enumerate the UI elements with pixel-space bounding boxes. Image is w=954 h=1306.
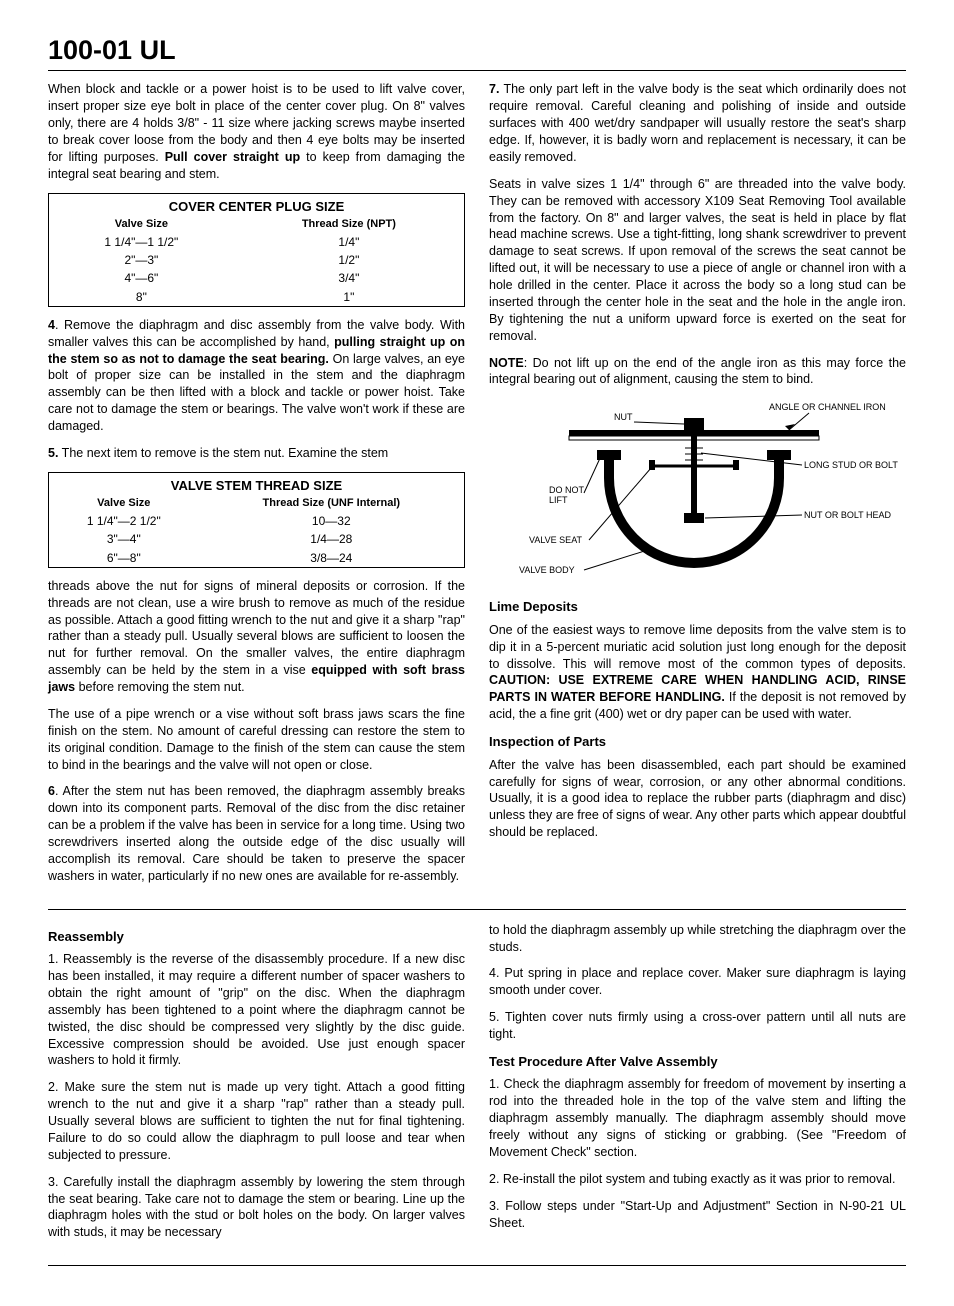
valve-diagram: NUT ANGLE OR CHANNEL IRON DO NOTLIFT LON… <box>489 398 906 588</box>
table-cell: 1 1/4"—1 1/2" <box>49 233 234 251</box>
para: 1. Check the diaphragm assembly for free… <box>489 1076 906 1160</box>
lower-left-col: Reassembly 1. Reassembly is the reverse … <box>48 922 465 1252</box>
heading-test: Test Procedure After Valve Assembly <box>489 1053 906 1071</box>
para: 5. The next item to remove is the stem n… <box>48 445 465 462</box>
table-title: VALVE STEM THREAD SIZE <box>49 472 465 495</box>
para: threads above the nut for signs of miner… <box>48 578 465 696</box>
lower-columns: Reassembly 1. Reassembly is the reverse … <box>48 922 906 1252</box>
table-header: Valve Size <box>49 216 234 233</box>
text: : Do not lift up on the end of the angle… <box>489 356 906 387</box>
para: 2. Make sure the stem nut is made up ver… <box>48 1079 465 1163</box>
para: to hold the diaphragm assembly up while … <box>489 922 906 956</box>
para: 3. Follow steps under "Start-Up and Adju… <box>489 1198 906 1232</box>
para: 4. Remove the diaphragm and disc assembl… <box>48 317 465 435</box>
table-cell: 1/4" <box>234 233 465 251</box>
table-cell: 6"—8" <box>49 549 199 568</box>
text-bold: 4 <box>48 318 55 332</box>
diagram-label-nut: NUT <box>614 412 633 422</box>
para: NOTE: Do not lift up on the end of the a… <box>489 355 906 389</box>
diagram-label-angle: ANGLE OR CHANNEL IRON <box>769 402 886 412</box>
diagram-label-stud: LONG STUD OR BOLT <box>804 460 898 470</box>
heading-inspection: Inspection of Parts <box>489 733 906 751</box>
para: 4. Put spring in place and replace cover… <box>489 965 906 999</box>
upper-right-col: 7. The only part left in the valve body … <box>489 81 906 894</box>
para: 7. The only part left in the valve body … <box>489 81 906 165</box>
table-cell: 3/4" <box>234 269 465 287</box>
text-bold: Pull cover straight up <box>165 150 300 164</box>
diagram-label-body: VALVE BODY <box>519 565 575 575</box>
table-header: Thread Size (NPT) <box>234 216 465 233</box>
cover-plug-table: COVER CENTER PLUG SIZE Valve Size Thread… <box>48 193 465 307</box>
table-title: COVER CENTER PLUG SIZE <box>49 193 465 216</box>
upper-columns: When block and tackle or a power hoist i… <box>48 81 906 894</box>
stem-thread-table: VALVE STEM THREAD SIZE Valve Size Thread… <box>48 472 465 568</box>
table-cell: 3"—4" <box>49 530 199 548</box>
text-bold: 6 <box>48 784 55 798</box>
upper-left-col: When block and tackle or a power hoist i… <box>48 81 465 894</box>
table-cell: 1" <box>234 288 465 307</box>
para: 5. Tighten cover nuts firmly using a cro… <box>489 1009 906 1043</box>
para: 1. Reassembly is the reverse of the disa… <box>48 951 465 1069</box>
text-bold: 7. <box>489 82 499 96</box>
table-header: Valve Size <box>49 495 199 512</box>
table-header: Thread Size (UNF Internal) <box>199 495 465 512</box>
section-divider <box>48 909 906 910</box>
para: 3. Carefully install the diaphragm assem… <box>48 1174 465 1242</box>
table-cell: 10—32 <box>199 512 465 530</box>
para: One of the easiest ways to remove lime d… <box>489 622 906 723</box>
table-cell: 1 1/4"—2 1/2" <box>49 512 199 530</box>
text: before removing the stem nut. <box>75 680 245 694</box>
footer-divider <box>48 1265 906 1266</box>
para: After the valve has been disassembled, e… <box>489 757 906 841</box>
text: The only part left in the valve body is … <box>489 82 906 164</box>
heading-lime: Lime Deposits <box>489 598 906 616</box>
text: . After the stem nut has been removed, t… <box>48 784 465 882</box>
table-cell: 8" <box>49 288 234 307</box>
diagram-label-donot: DO NOTLIFT <box>549 485 585 505</box>
text-bold: NOTE <box>489 356 524 370</box>
diagram-label-seat: VALVE SEAT <box>529 535 583 545</box>
text-bold: 5. <box>48 446 58 460</box>
table-cell: 3/8—24 <box>199 549 465 568</box>
diagram-label-bolthead: NUT OR BOLT HEAD <box>804 510 892 520</box>
table-cell: 1/2" <box>234 251 465 269</box>
para: Seats in valve sizes 1 1/4" through 6" a… <box>489 176 906 345</box>
text: The next item to remove is the stem nut.… <box>58 446 388 460</box>
para: 2. Re-install the pilot system and tubin… <box>489 1171 906 1188</box>
table-cell: 1/4—28 <box>199 530 465 548</box>
lower-right-col: to hold the diaphragm assembly up while … <box>489 922 906 1252</box>
table-cell: 4"—6" <box>49 269 234 287</box>
para: The use of a pipe wrench or a vise witho… <box>48 706 465 774</box>
para: When block and tackle or a power hoist i… <box>48 81 465 182</box>
text: One of the easiest ways to remove lime d… <box>489 623 906 671</box>
title-rule: 100-01 UL <box>48 32 906 71</box>
para: 6. After the stem nut has been removed, … <box>48 783 465 884</box>
heading-reassembly: Reassembly <box>48 928 465 946</box>
page-title: 100-01 UL <box>48 32 906 70</box>
table-cell: 2"—3" <box>49 251 234 269</box>
